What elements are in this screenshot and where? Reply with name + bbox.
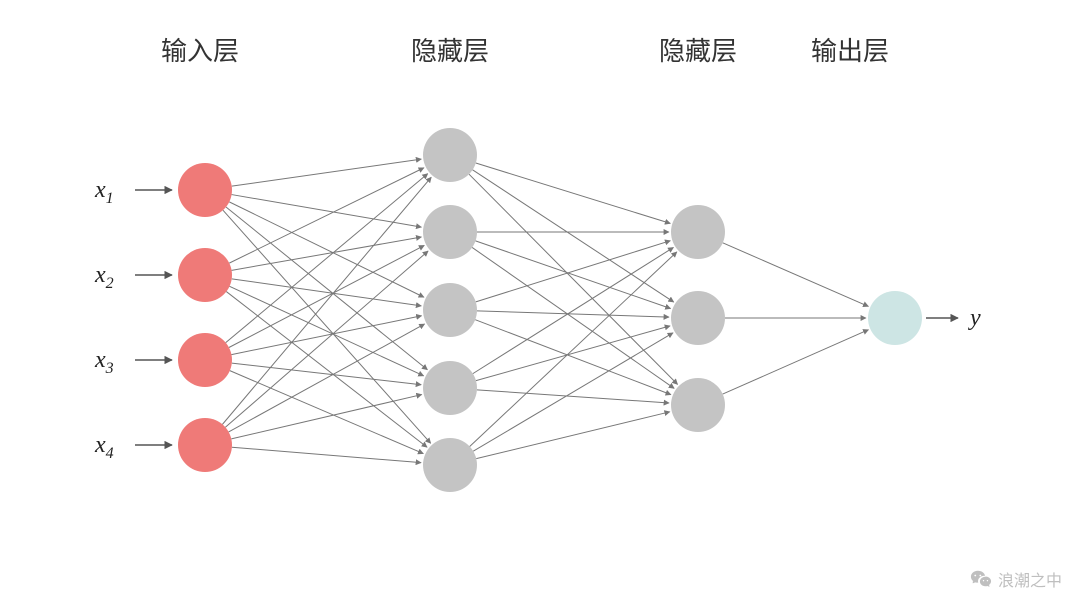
edge <box>223 210 431 443</box>
edge <box>476 412 670 459</box>
hidden2-node <box>671 291 725 345</box>
edge <box>473 170 674 302</box>
hidden2-node <box>671 378 725 432</box>
hidden2-node <box>671 205 725 259</box>
edge <box>232 159 422 186</box>
edge <box>230 286 424 376</box>
hidden1-node <box>423 283 477 337</box>
edge <box>723 243 869 307</box>
layer-label-hidden1: 隐藏层 <box>411 36 489 66</box>
edge <box>231 395 421 439</box>
edge <box>472 247 674 388</box>
input-node <box>178 163 232 217</box>
edge <box>232 447 421 462</box>
input-label: x1 <box>94 177 114 207</box>
edge <box>230 371 424 454</box>
output-node <box>868 291 922 345</box>
edge <box>475 320 671 395</box>
edge <box>473 247 674 373</box>
hidden1-node <box>423 438 477 492</box>
input-label: x2 <box>94 262 114 292</box>
input-label: x4 <box>94 432 114 462</box>
edge <box>231 316 421 355</box>
edge <box>226 207 427 370</box>
edge <box>226 292 427 448</box>
input-node <box>178 333 232 387</box>
edge <box>476 241 671 309</box>
layer-label-hidden2: 隐藏层 <box>659 36 737 66</box>
edge <box>476 241 671 302</box>
input-label: x3 <box>94 347 114 377</box>
neural-network-diagram: 输入层 隐藏层 隐藏层 输出层 x1 x2 x3 x4 y <box>0 0 1080 601</box>
edge <box>232 237 422 270</box>
input-node <box>178 418 232 472</box>
edge <box>232 363 421 385</box>
edge <box>229 245 424 347</box>
input-node <box>178 248 232 302</box>
edge <box>476 163 671 223</box>
edge <box>229 324 425 432</box>
hidden1-node <box>423 361 477 415</box>
output-label: y <box>968 305 981 331</box>
layer-label-output: 输出层 <box>811 36 889 66</box>
edges-group <box>222 159 868 463</box>
hidden1-node <box>423 128 477 182</box>
layer-label-input: 输入层 <box>161 36 239 66</box>
edge <box>723 330 869 394</box>
hidden1-node <box>423 205 477 259</box>
edge <box>477 311 669 317</box>
